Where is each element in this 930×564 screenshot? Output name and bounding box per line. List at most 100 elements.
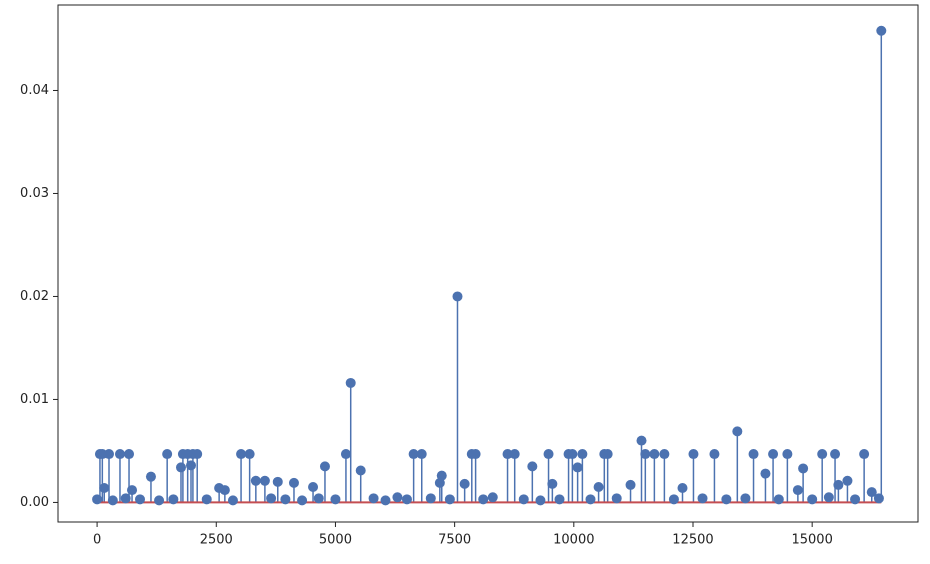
stem-marker [487,492,498,503]
stem-marker [585,494,596,505]
stem-marker [842,475,853,486]
stem-marker [602,449,613,460]
stem-marker [201,494,212,505]
stem-marker [345,377,356,388]
stem-marker [554,494,565,505]
stem-marker [636,435,647,446]
stem-marker [782,449,793,460]
x-tick-label: 2500 [200,533,233,548]
stem-marker [697,493,708,504]
stem-marker [649,449,660,460]
stem-marker [244,449,255,460]
stem-marker [859,449,870,460]
x-tick-label: 15000 [791,533,832,548]
stem-marker [527,461,538,472]
stem-marker [659,449,670,460]
stem-marker [107,495,118,506]
stem-marker [567,449,578,460]
stem-marker [162,449,173,460]
x-tick-label: 12500 [672,533,713,548]
stem-marker [272,476,283,487]
stem-marker [124,449,135,460]
stem-marker [721,494,732,505]
stem-marker [543,449,554,460]
stem-marker [732,426,743,437]
x-tick-label: 0 [93,533,101,548]
stem-marker [773,494,784,505]
stem-marker [308,481,319,492]
stem-marker [280,494,291,505]
stem-marker [823,492,834,503]
stem-marker [535,495,546,506]
stem-marker [876,25,887,36]
stem-marker [768,449,779,460]
stem-marker [227,495,238,506]
stem-marker [452,291,463,302]
x-tick-label: 10000 [553,533,594,548]
stem-marker [266,493,277,504]
stem-marker [154,495,165,506]
stem-marker [175,462,186,473]
y-tick-label: 0.02 [20,289,49,304]
stem-marker [120,493,131,504]
stem-marker [401,494,412,505]
stem-marker [92,494,103,505]
stem-marker [748,449,759,460]
axes-frame [57,4,919,523]
stem-marker [850,494,861,505]
stem-marker [668,494,679,505]
stem-marker [436,470,447,481]
stem-marker [640,449,651,460]
stem-marker [368,493,379,504]
stem-marker [502,449,513,460]
x-tick-label: 5000 [319,533,352,548]
stem-marker [355,465,366,476]
x-tick-label: 7500 [438,533,471,548]
stem-marker [259,475,270,486]
stem-marker [145,471,156,482]
stem-marker [709,449,720,460]
y-tick-label: 0.03 [20,186,49,201]
stem-marker [134,494,145,505]
y-tick-label: 0.00 [20,495,49,510]
stem-marker [330,494,341,505]
stem-marker [459,478,470,489]
stem-marker [470,449,481,460]
stem-marker [873,493,884,504]
stem-marker [380,495,391,506]
stem-marker [236,449,247,460]
stem-marker [192,449,203,460]
stem-marker [104,449,115,460]
stem-marker [792,485,803,496]
stem-marker [313,493,324,504]
stem-marker [625,479,636,490]
stem-marker [833,479,844,490]
stem-marker [807,494,818,505]
stem-marker [288,477,299,488]
stem-marker [688,449,699,460]
stem-marker [740,493,751,504]
stem-marker [798,463,809,474]
stem-marker [416,449,427,460]
stem-marker [577,449,588,460]
stem-marker [319,461,330,472]
stem-marker [611,493,622,504]
stem-marker [760,468,771,479]
stem-marker [127,485,138,496]
stem-marker [114,449,125,460]
y-tick-label: 0.01 [20,392,49,407]
stem-marker [425,493,436,504]
stem-marker [572,462,583,473]
stem-marker [830,449,841,460]
stem-marker [168,494,179,505]
stem-marker [219,485,230,496]
stem-marker [518,494,529,505]
stem-marker [408,449,419,460]
stem-marker [186,460,197,471]
stem-marker [392,492,403,503]
stem-marker [509,449,520,460]
stem-marker [866,487,877,498]
stem-marker [340,449,351,460]
stem-marker [99,483,110,494]
